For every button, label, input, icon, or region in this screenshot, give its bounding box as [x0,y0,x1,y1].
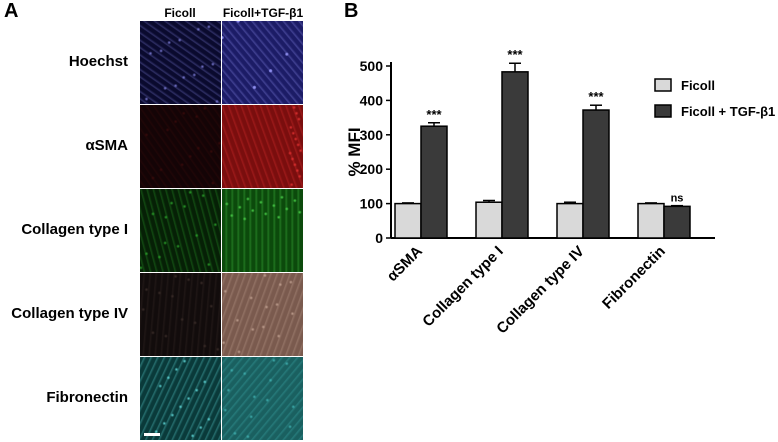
bar-ficoll-tgf-3 [663,205,691,239]
micrograph-hoechst-ficoll-tgf [222,21,303,104]
panel-a-letter: A [4,0,19,22]
row-label-sma: αSMA [85,137,128,154]
micrograph-sma-ficoll-tgf [222,105,303,188]
micrograph-collagen-type-iv-ficoll [140,273,221,356]
x-tick-label: Fibronectin [599,243,669,313]
significance-label: *** [426,107,442,122]
y-tick-label: 200 [360,161,384,177]
bar-ficoll-2 [556,202,584,239]
micrograph-collagen-type-iv-ficoll-tgf [222,273,303,356]
column-header-ficoll-tgf: Ficoll+TGF-β1 [222,6,304,20]
x-tick-label: αSMA [384,243,426,285]
bar-ficoll-tgf-2 [582,109,610,239]
bar-chart: 0 100 200 300 400 500 % MFI *** αSMA *** Collagen … [345,47,775,338]
micrograph-fibronectin-ficoll-tgf [222,357,303,440]
row-label-collagen-type-iv: Collagen type IV [11,305,128,322]
bar-ficoll-3 [637,202,665,239]
micrograph-sma-ficoll [140,105,221,188]
bar-ficoll-tgf-1 [501,71,529,239]
legend-swatch-ficoll [654,78,672,92]
column-header-ficoll: Ficoll [164,6,196,20]
micrograph-texture [222,273,303,356]
micrograph-collagen-type-i-ficoll-tgf [222,189,303,272]
y-tick-label: 0 [375,230,383,246]
micrograph-texture [140,357,221,440]
micrograph-texture [140,105,221,188]
y-tick-label: 100 [360,196,384,212]
y-tick-label: 300 [360,127,384,143]
bar-ficoll-0 [394,202,422,239]
significance-label: *** [507,47,523,62]
significance-label: *** [588,89,604,104]
legend-label-ficoll-tgf: Ficoll + TGF-β1 [681,104,775,119]
micrograph-texture [222,357,303,440]
row-label-hoechst: Hoechst [68,53,128,70]
micrograph-texture [222,21,303,104]
panel-b-letter: B [344,0,359,22]
legend-label-ficoll: Ficoll [681,78,715,93]
x-tick-label: Collagen type I [419,243,506,330]
micrograph-texture [140,21,221,104]
micrograph-texture [222,105,303,188]
bar-ficoll-tgf-0 [420,125,448,239]
legend-swatch-ficoll-tgf [654,104,672,118]
micrograph-hoechst-ficoll [140,21,221,104]
y-tick-label: 500 [360,58,384,74]
micrograph-texture [140,273,221,356]
micrograph-texture [222,189,303,272]
y-tick-label: 400 [360,92,384,108]
micrograph-fibronectin-ficoll [140,357,221,440]
x-tick-label: Collagen type IV [493,243,588,338]
y-axis-label: % MFI [345,127,364,176]
micrograph-collagen-type-i-ficoll [140,189,221,272]
bar-ficoll-1 [475,201,503,239]
row-label-collagen-type-i: Collagen type I [21,221,128,238]
micrograph-texture [140,189,221,272]
significance-label: ns [671,193,684,205]
scale-bar [144,433,160,436]
row-label-fibronectin: Fibronectin [46,389,128,406]
